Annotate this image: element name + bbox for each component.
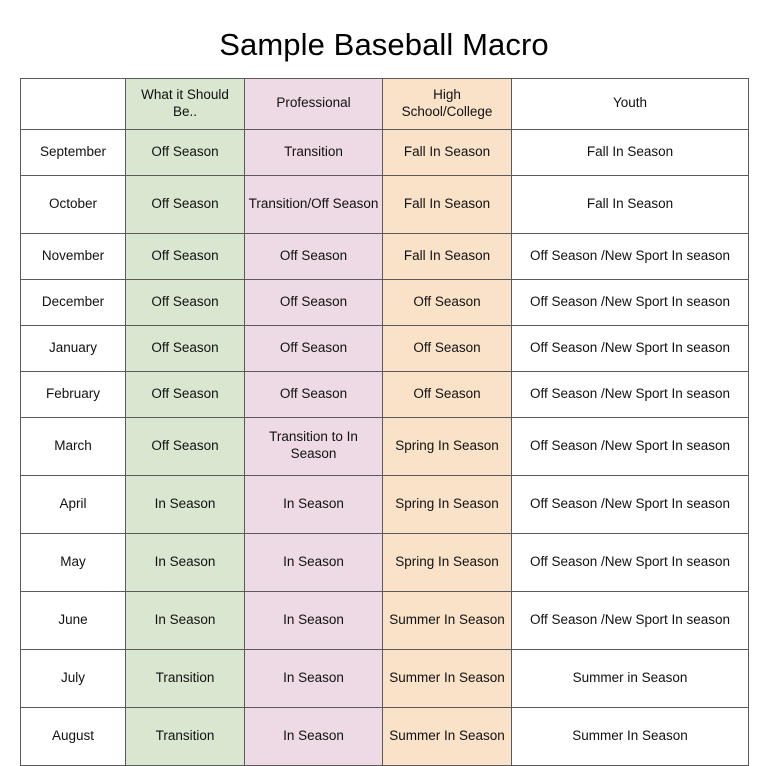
table-row: August Transition In Season Summer In Seaso… [20, 706, 749, 766]
cell-professional: In Season [244, 706, 383, 766]
cell-youth: Off Season /New Sport In season [511, 278, 749, 326]
table-row: July Transition In Season Summer In Season S… [20, 648, 749, 708]
cell-professional: Transition to In Season [244, 416, 383, 476]
cell-what-it-should-be: Off Season [125, 416, 245, 476]
cell-month: February [20, 370, 126, 418]
cell-month: September [20, 128, 126, 176]
table-row: March Off Season Transition to In Season Sp… [20, 416, 749, 476]
cell-professional: Off Season [244, 232, 383, 280]
cell-youth: Off Season /New Sport In season [511, 370, 749, 418]
cell-what-it-should-be: Off Season [125, 370, 245, 418]
header-cell-month [20, 77, 126, 130]
cell-what-it-should-be: Off Season [125, 232, 245, 280]
cell-high-school-college: Summer In Season [382, 706, 512, 766]
header-cell-professional: Professional [244, 77, 383, 130]
page-title: Sample Baseball Macro [219, 26, 549, 62]
cell-high-school-college: Spring In Season [382, 416, 512, 476]
baseball-macro-table: What it Should Be.. Professional High Sc… [20, 77, 749, 766]
cell-what-it-should-be: Off Season [125, 278, 245, 326]
cell-youth: Off Season /New Sport In season [511, 474, 749, 534]
cell-what-it-should-be: Off Season [125, 324, 245, 372]
cell-high-school-college: Off Season [382, 278, 512, 326]
cell-month: May [20, 532, 126, 592]
table-row: January Off Season Off Season Off Season Off… [20, 324, 749, 372]
macro-table-container: What it Should Be.. Professional High Sc… [20, 77, 749, 766]
cell-youth: Off Season /New Sport In season [511, 324, 749, 372]
cell-youth: Off Season /New Sport In season [511, 590, 749, 650]
cell-professional: Transition [244, 128, 383, 176]
cell-month: October [20, 174, 126, 234]
cell-youth: Off Season /New Sport In season [511, 532, 749, 592]
cell-professional: In Season [244, 648, 383, 708]
cell-youth: Summer in Season [511, 648, 749, 708]
cell-month: July [20, 648, 126, 708]
cell-professional: Transition/Off Season [244, 174, 383, 234]
cell-professional: Off Season [244, 324, 383, 372]
header-cell-high-school-college: High School/College [382, 77, 512, 130]
cell-high-school-college: Off Season [382, 324, 512, 372]
cell-month: December [20, 278, 126, 326]
cell-high-school-college: Off Season [382, 370, 512, 418]
cell-high-school-college: Spring In Season [382, 474, 512, 534]
cell-high-school-college: Fall In Season [382, 174, 512, 234]
cell-youth: Fall In Season [511, 128, 749, 176]
cell-professional: In Season [244, 590, 383, 650]
cell-youth: Summer In Season [511, 706, 749, 766]
cell-what-it-should-be: Transition [125, 706, 245, 766]
cell-what-it-should-be: In Season [125, 532, 245, 592]
cell-month: November [20, 232, 126, 280]
cell-what-it-should-be: In Season [125, 474, 245, 534]
cell-month: April [20, 474, 126, 534]
cell-youth: Fall In Season [511, 174, 749, 234]
cell-professional: In Season [244, 474, 383, 534]
cell-month: March [20, 416, 126, 476]
cell-month: January [20, 324, 126, 372]
cell-professional: In Season [244, 532, 383, 592]
table-row: February Off Season Off Season Off Season Of… [20, 370, 749, 418]
cell-high-school-college: Summer In Season [382, 648, 512, 708]
table-row: December Off Season Off Season Off Season Of… [20, 278, 749, 326]
cell-high-school-college: Summer In Season [382, 590, 512, 650]
cell-high-school-college: Fall In Season [382, 128, 512, 176]
cell-month: August [20, 706, 126, 766]
table-row: April In Season In Season Spring In Season O… [20, 474, 749, 534]
header-cell-what-it-should-be: What it Should Be.. [125, 77, 245, 130]
table-header-row: What it Should Be.. Professional High Sc… [20, 77, 749, 130]
cell-what-it-should-be: Off Season [125, 128, 245, 176]
page-root: Sample Baseball Macro What it Should Be.… [0, 20, 768, 766]
cell-youth: Off Season /New Sport In season [511, 232, 749, 280]
table-row: September Off Season Transition Fall In Sea… [20, 128, 749, 176]
cell-professional: Off Season [244, 278, 383, 326]
cell-what-it-should-be: In Season [125, 590, 245, 650]
cell-professional: Off Season [244, 370, 383, 418]
cell-high-school-college: Fall In Season [382, 232, 512, 280]
cell-youth: Off Season /New Sport In season [511, 416, 749, 476]
cell-month: June [20, 590, 126, 650]
cell-what-it-should-be: Transition [125, 648, 245, 708]
table-row: October Off Season Transition/Off Season Fa… [20, 174, 749, 234]
table-row: May In Season In Season Spring In Season Off… [20, 532, 749, 592]
cell-high-school-college: Spring In Season [382, 532, 512, 592]
header-cell-youth: Youth [511, 77, 749, 130]
table-body: What it Should Be.. Professional High Sc… [20, 77, 749, 766]
table-row: November Off Season Off Season Fall In Seas… [20, 232, 749, 280]
cell-what-it-should-be: Off Season [125, 174, 245, 234]
table-row: June In Season In Season Summer In Season Of… [20, 590, 749, 650]
